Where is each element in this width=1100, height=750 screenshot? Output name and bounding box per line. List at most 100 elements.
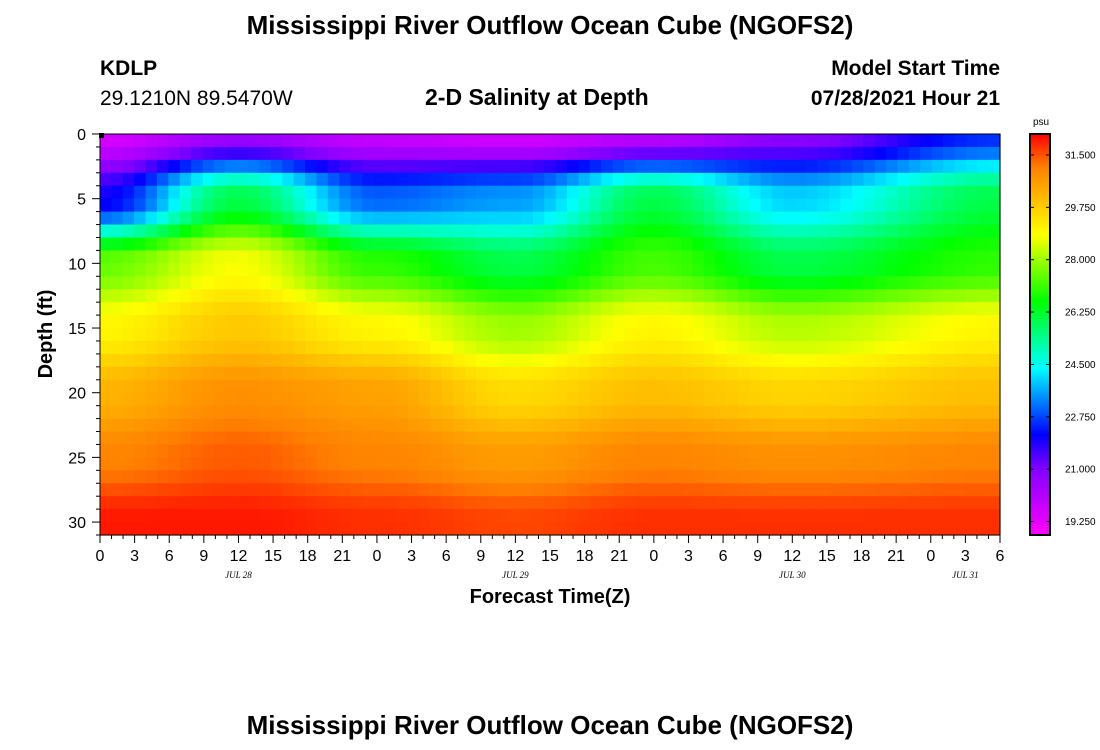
heatmap-cell (965, 457, 978, 471)
heatmap-cell (453, 224, 466, 239)
heatmap-cell (874, 237, 887, 252)
heatmap-cell (475, 224, 488, 239)
heatmap-cell (943, 353, 956, 368)
heatmap-cell (589, 366, 602, 381)
heatmap-cell (988, 276, 1001, 290)
date-label: JUL 29 (502, 570, 529, 580)
heatmap-cell (122, 237, 135, 252)
heatmap-cell (464, 237, 477, 252)
x-tick-label: 0 (649, 548, 658, 565)
heatmap-cell (441, 405, 454, 420)
heatmap-cell (293, 431, 306, 446)
heatmap-cell (327, 198, 340, 213)
heatmap-cell (920, 263, 933, 277)
heatmap-cell (886, 289, 899, 303)
heatmap-cell (418, 328, 431, 342)
heatmap-cell (817, 522, 830, 536)
heatmap-cell (851, 211, 864, 226)
heatmap-cell (829, 379, 842, 394)
heatmap-cell (715, 276, 728, 290)
heatmap-cell (601, 509, 614, 523)
heatmap-cell (908, 159, 921, 174)
heatmap-cell (635, 340, 648, 355)
heatmap-cell (156, 379, 169, 394)
heatmap-cell (703, 353, 716, 368)
heatmap-cell (874, 509, 887, 523)
heatmap-cell (920, 431, 933, 446)
heatmap-cell (384, 392, 397, 407)
heatmap-cell (737, 224, 750, 239)
heatmap-cell (248, 444, 261, 458)
heatmap-cell (430, 379, 443, 394)
heatmap-cell (248, 302, 261, 316)
heatmap-cell (202, 444, 215, 458)
heatmap-cell (122, 379, 135, 394)
heatmap-cell (293, 496, 306, 510)
heatmap-cell (213, 276, 226, 290)
heatmap-cell (806, 457, 819, 471)
heatmap-cell (475, 392, 488, 407)
heatmap-cell (863, 431, 876, 446)
heatmap-cell (498, 302, 511, 316)
heatmap-cell (305, 457, 318, 471)
heatmap-cell (339, 263, 352, 277)
heatmap-cell (794, 340, 807, 355)
heatmap-cell (840, 263, 853, 277)
heatmap-cell (851, 289, 864, 303)
heatmap-cell (305, 250, 318, 264)
heatmap-cell (362, 134, 375, 148)
heatmap-cell (851, 496, 864, 510)
heatmap-cell (396, 315, 409, 329)
heatmap-cell (418, 392, 431, 407)
heatmap-cell (874, 340, 887, 355)
heatmap-cell (635, 522, 648, 536)
heatmap-cell (886, 302, 899, 316)
heatmap-cell (624, 509, 637, 523)
heatmap-cell (863, 340, 876, 355)
heatmap-cell (954, 483, 967, 497)
heatmap-cell (236, 379, 249, 394)
heatmap-cell (122, 302, 135, 316)
heatmap-cell (236, 353, 249, 368)
heatmap-cell (145, 263, 158, 277)
heatmap-cell (305, 289, 318, 303)
heatmap-cell (464, 457, 477, 471)
heatmap-cell (259, 159, 272, 174)
heatmap-cell (168, 302, 181, 316)
heatmap-cell (874, 418, 887, 433)
heatmap-cell (988, 340, 1001, 355)
heatmap-cell (362, 185, 375, 200)
heatmap-cell (236, 470, 249, 484)
heatmap-cell (236, 328, 249, 342)
heatmap-cell (350, 379, 363, 394)
heatmap-cell (362, 405, 375, 420)
heatmap-cell (293, 392, 306, 407)
heatmap-cell (737, 509, 750, 523)
heatmap-cell (100, 470, 112, 484)
heatmap-cell (794, 392, 807, 407)
heatmap-cell (191, 405, 204, 420)
heatmap-cell (168, 509, 181, 523)
heatmap-cell (555, 457, 568, 471)
heatmap-cell (156, 496, 169, 510)
heatmap-cell (339, 496, 352, 510)
heatmap-cell (908, 457, 921, 471)
heatmap-cell (646, 379, 659, 394)
heatmap-cell (737, 263, 750, 277)
heatmap-cell (282, 289, 295, 303)
heatmap-cell (441, 431, 454, 446)
heatmap-cell (134, 340, 147, 355)
heatmap-cell (965, 159, 978, 174)
heatmap-cell (521, 418, 534, 433)
heatmap-cell (487, 470, 500, 484)
heatmap-cell (578, 276, 591, 290)
heatmap-cell (589, 353, 602, 368)
heatmap-cell (555, 224, 568, 239)
heatmap-cell (783, 418, 796, 433)
heatmap-cell (179, 172, 192, 187)
heatmap-cell (191, 289, 204, 303)
heatmap-cell (555, 444, 568, 458)
heatmap-cell (760, 470, 773, 484)
heatmap-cell (339, 224, 352, 239)
heatmap-cell (931, 392, 944, 407)
